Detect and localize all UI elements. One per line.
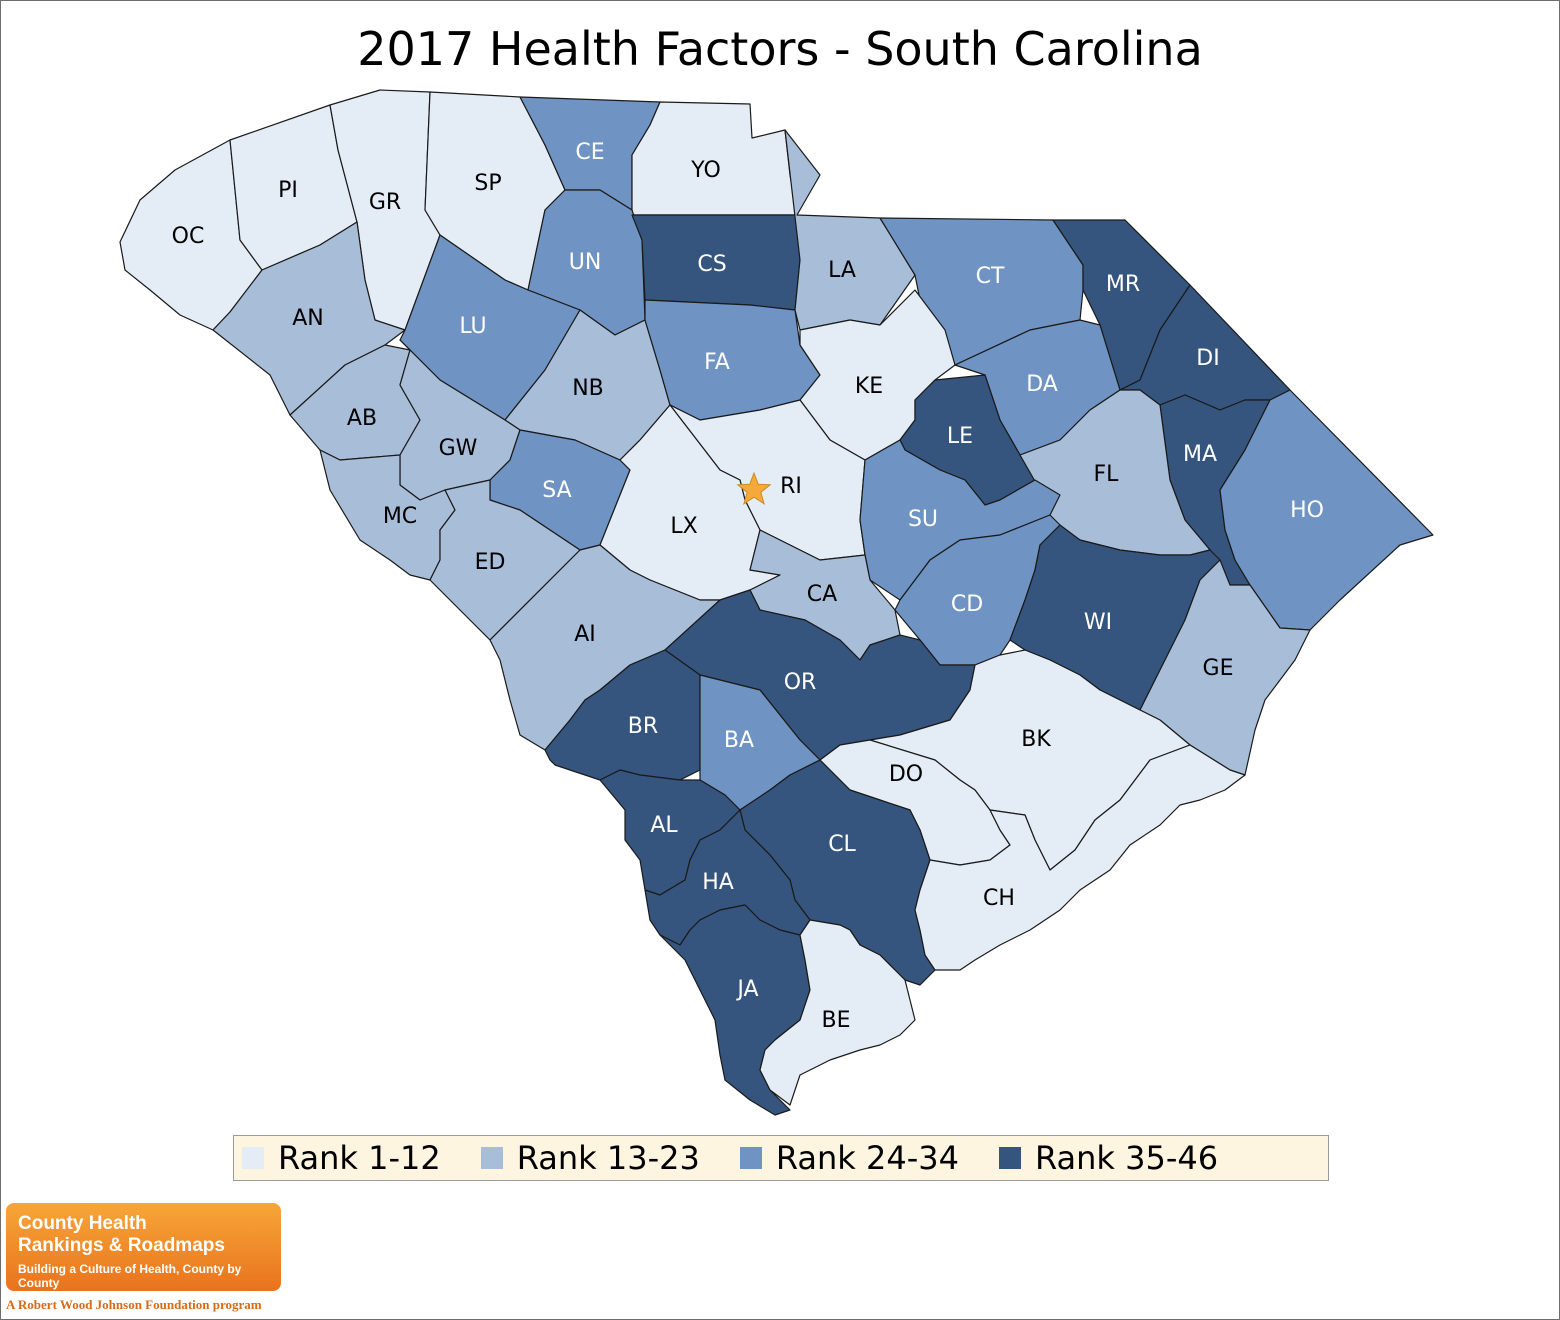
- county-layer: [119, 89, 1434, 1116]
- county-label-ri: RI: [780, 474, 802, 499]
- county-label-bk: BK: [1021, 727, 1051, 752]
- county-label-be: BE: [822, 1008, 851, 1033]
- legend-swatch: [242, 1147, 264, 1169]
- county-br: [544, 649, 701, 781]
- capital-star-icon: [736, 471, 772, 505]
- county-label-sp: SP: [474, 171, 501, 196]
- county-label-fa: FA: [704, 350, 730, 375]
- county-label-ab: AB: [347, 406, 377, 431]
- county-label-lx: LX: [670, 514, 697, 539]
- county-ch: [914, 744, 1246, 971]
- county-label-wi: WI: [1084, 610, 1112, 635]
- county-label-gr: GR: [369, 190, 401, 215]
- county-label-yo: YO: [690, 158, 721, 183]
- county-label-un: UN: [569, 250, 602, 275]
- county-label-ba: BA: [724, 728, 754, 753]
- legend-item-rank-24-34: Rank 24-34: [739, 1139, 959, 1177]
- logo-line-2: Rankings & Roadmaps: [18, 1235, 225, 1256]
- legend-label: Rank 35-46: [1034, 1139, 1219, 1177]
- county-label-su: SU: [908, 507, 938, 532]
- legend: Rank 1-12 Rank 13-23 Rank 24-34 Rank 35-…: [233, 1135, 1329, 1181]
- county-label-do: DO: [889, 762, 923, 787]
- county-label-ke: KE: [855, 374, 883, 399]
- county-label-gw: GW: [439, 436, 478, 461]
- county-label-ge: GE: [1203, 656, 1234, 681]
- chrr-logo: County Health Rankings & Roadmaps Buildi…: [6, 1203, 281, 1291]
- county-label-lu: LU: [459, 314, 486, 339]
- county-label-ce: CE: [575, 140, 604, 165]
- county-label-an: AN: [292, 306, 324, 331]
- county-label-cs: CS: [697, 252, 726, 277]
- county-label-ca: CA: [807, 582, 837, 607]
- county-label-fl: FL: [1094, 462, 1120, 487]
- county-label-cl: CL: [828, 832, 856, 857]
- county-label-sa: SA: [542, 478, 571, 503]
- county-label-ch: CH: [983, 886, 1015, 911]
- county-label-or: OR: [784, 670, 817, 695]
- rwjf-credit: A Robert Wood Johnson Foundation program: [6, 1297, 262, 1312]
- county-label-ct: CT: [976, 264, 1005, 289]
- county-label-oc: OC: [172, 224, 205, 249]
- map-title: 2017 Health Factors - South Carolina: [357, 22, 1203, 76]
- county-label-nb: NB: [572, 376, 604, 401]
- legend-label: Rank 24-34: [775, 1139, 959, 1177]
- legend-item-rank-1-12: Rank 1-12: [242, 1139, 441, 1177]
- county-label-al: AL: [650, 813, 678, 838]
- county-label-mr: MR: [1106, 272, 1140, 297]
- county-label-ho: HO: [1290, 498, 1324, 523]
- legend-label: Rank 13-23: [516, 1139, 700, 1177]
- legend-swatch: [480, 1147, 503, 1169]
- county-label-br: BR: [628, 714, 658, 739]
- county-label-ja: JA: [735, 977, 758, 1002]
- logo-text: County Health Rankings & Roadmaps: [18, 1213, 225, 1257]
- county-be: [759, 919, 916, 1106]
- county-label-ai: AI: [574, 622, 596, 647]
- logo-tagline: Building a Culture of Health, County by …: [18, 1262, 242, 1290]
- county-label-di: DI: [1196, 346, 1219, 371]
- label-layer: OC PI GR SP CE YO AN UN CS LA CT MR LU AB NB FA KE DA DI GW…: [172, 140, 1324, 1033]
- legend-item-rank-13-23: Rank 13-23: [480, 1139, 700, 1177]
- county-label-cd: CD: [951, 592, 983, 617]
- county-ed: [429, 479, 581, 641]
- county-label-da: DA: [1026, 372, 1058, 397]
- county-label-ed: ED: [475, 550, 506, 575]
- county-label-la: LA: [828, 258, 856, 283]
- county-label-ma: MA: [1183, 442, 1217, 467]
- county-label-le: LE: [947, 424, 973, 449]
- county-label-ha: HA: [702, 870, 734, 895]
- legend-item-rank-35-46: Rank 35-46: [998, 1139, 1219, 1177]
- logo-line-1: County Health: [18, 1213, 147, 1234]
- county-label-pi: PI: [278, 178, 298, 203]
- legend-label: Rank 1-12: [278, 1139, 441, 1177]
- legend-swatch: [998, 1147, 1021, 1169]
- county-label-mc: MC: [383, 504, 417, 529]
- legend-swatch: [739, 1147, 762, 1169]
